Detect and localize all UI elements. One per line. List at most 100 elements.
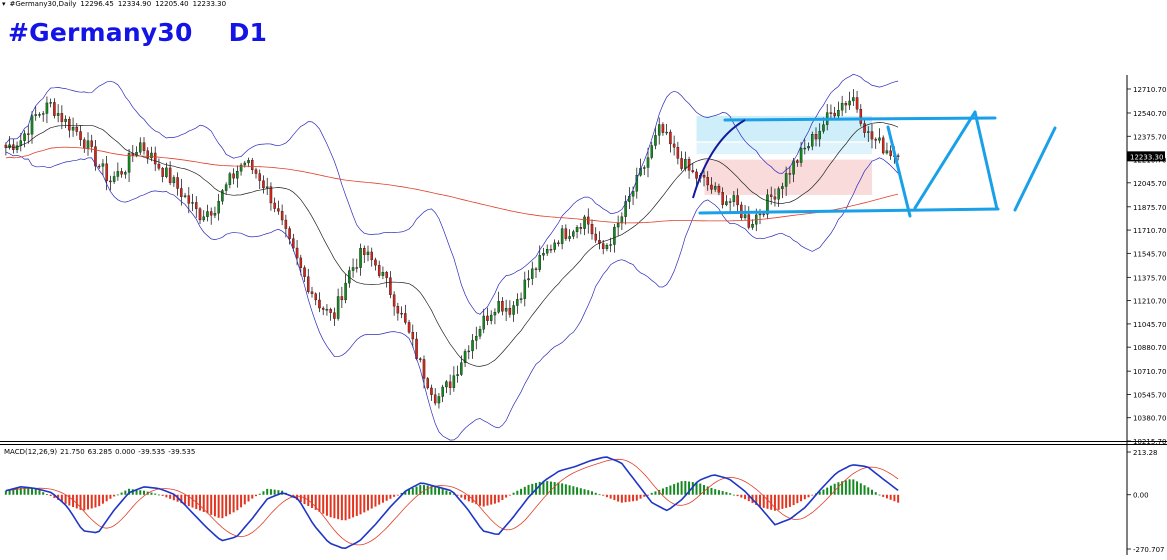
candle-body [407,322,411,333]
macd-histogram-bar [557,482,560,495]
macd-histogram-bar [374,494,377,507]
macd-histogram-bar [128,488,131,495]
macd-histogram-bar [206,494,209,514]
dropdown-icon[interactable]: ▾ [2,0,6,8]
candle-body [766,194,769,215]
macd-histogram-bar [628,494,631,502]
macd-histogram-bar [120,492,123,495]
candle-body [389,277,392,295]
candle-body [654,135,657,146]
candle-body [307,276,310,292]
candle-body [49,102,52,104]
candle-body [124,172,127,175]
macd-histogram-bar [184,494,187,505]
candle-body [590,224,594,235]
price-tick-label: 12710.70 [1133,86,1166,94]
candle-body [127,153,131,173]
zigzag-leg-1 [886,125,912,218]
candle-body [560,228,564,244]
macd-histogram-bar [598,494,601,496]
macd-histogram-bar [647,494,649,496]
macd-histogram-bar [94,494,97,508]
close-value: 12233.30 [192,0,227,8]
channel-curve [692,119,746,199]
candle-body [467,350,471,353]
macd-histogram-bar [247,494,250,502]
macd-histogram-bar [314,494,317,510]
candle-body [374,259,377,266]
candle-body [672,143,676,148]
candle-body [601,243,605,249]
candle-body [116,171,120,177]
macd-histogram-bar [385,494,388,501]
macd-histogram-bar [210,494,213,515]
macd-histogram-bar [807,494,810,498]
candle-body [564,228,568,239]
macd-histogram-bar [4,490,7,495]
macd-histogram-bar [53,494,56,498]
macd-histogram-bar [150,492,153,495]
candle-body [83,139,86,149]
macd-histogram-bar [497,494,500,503]
macd-histogram-bar [311,494,313,508]
macd-histogram-bar [83,494,86,511]
candle-body [534,268,538,271]
candle-body [848,100,851,106]
title-symbol: #Germany30 [8,18,193,47]
macd-histogram-bar [228,494,231,515]
candle-body [23,133,26,141]
macd-histogram-bar [661,488,664,495]
candle-body [213,212,217,216]
zigzag-leg-2 [913,110,977,210]
price-tick-label: 12540.70 [1133,110,1166,118]
macd-histogram-bar [452,493,455,495]
candle-body [691,170,695,173]
macd-histogram-bar [329,494,332,518]
candle-body [247,160,250,164]
macd-histogram-bar [635,494,638,501]
macd-histogram-bar [348,494,351,519]
macd-histogram-bar [199,494,201,511]
candle-body [747,214,751,228]
macd-histogram-bar [523,486,526,495]
candle-body [265,186,269,189]
candle-body [187,195,191,204]
price-tick-label: 11545.70 [1133,250,1166,258]
candle-body [781,186,784,189]
zigzag-leg-3 [973,110,999,211]
candle-body [336,296,340,319]
macd-histogram-bar [893,494,896,502]
macd-histogram-bar [449,492,452,495]
macd-histogram-bar [665,487,668,495]
candle-body [594,233,597,241]
macd-histogram-bar [605,494,608,498]
macd-histogram-bar [359,494,362,515]
candle-body [669,131,672,145]
macd-histogram-bar [34,488,37,495]
price-tick-label: 10545.70 [1133,391,1166,399]
macd-histogram-bar [885,494,888,499]
candle-body [273,202,276,209]
macd-histogram-bar [262,491,265,495]
candle-body [254,169,258,174]
candle-body [38,114,41,116]
bollinger-middle [5,122,899,367]
candle-body [27,133,30,135]
candle-body [822,124,825,132]
candle-body [493,312,497,316]
channel-bottom-line [698,207,1000,215]
macd-histogram-bar [691,482,694,495]
price-tick-label: 12045.70 [1133,180,1166,188]
price-tick-label: 10710.70 [1133,368,1166,376]
macd-histogram-bar [169,494,172,499]
macd-histogram-bar [38,490,41,495]
macd-histogram-bar [639,494,642,499]
candle-body [288,228,291,239]
candle-body [142,142,146,151]
candle-body [139,142,142,153]
candle-body [217,200,220,214]
candle-body [284,219,288,229]
candle-body [475,336,478,341]
candle-body [717,185,721,193]
candle-body [359,248,362,268]
